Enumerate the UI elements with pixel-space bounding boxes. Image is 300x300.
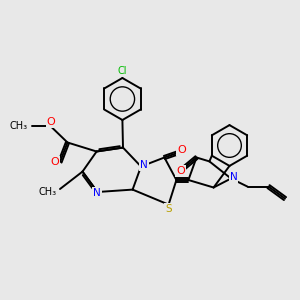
Text: N: N xyxy=(140,160,148,170)
Text: CH₃: CH₃ xyxy=(38,187,56,197)
Text: CH₃: CH₃ xyxy=(10,121,28,131)
Text: O: O xyxy=(50,157,59,167)
Text: N: N xyxy=(230,172,237,182)
Text: Cl: Cl xyxy=(118,66,127,76)
Text: S: S xyxy=(165,204,172,214)
Text: O: O xyxy=(176,166,185,176)
Text: O: O xyxy=(46,117,56,127)
Text: O: O xyxy=(177,145,186,155)
Text: N: N xyxy=(93,188,101,198)
